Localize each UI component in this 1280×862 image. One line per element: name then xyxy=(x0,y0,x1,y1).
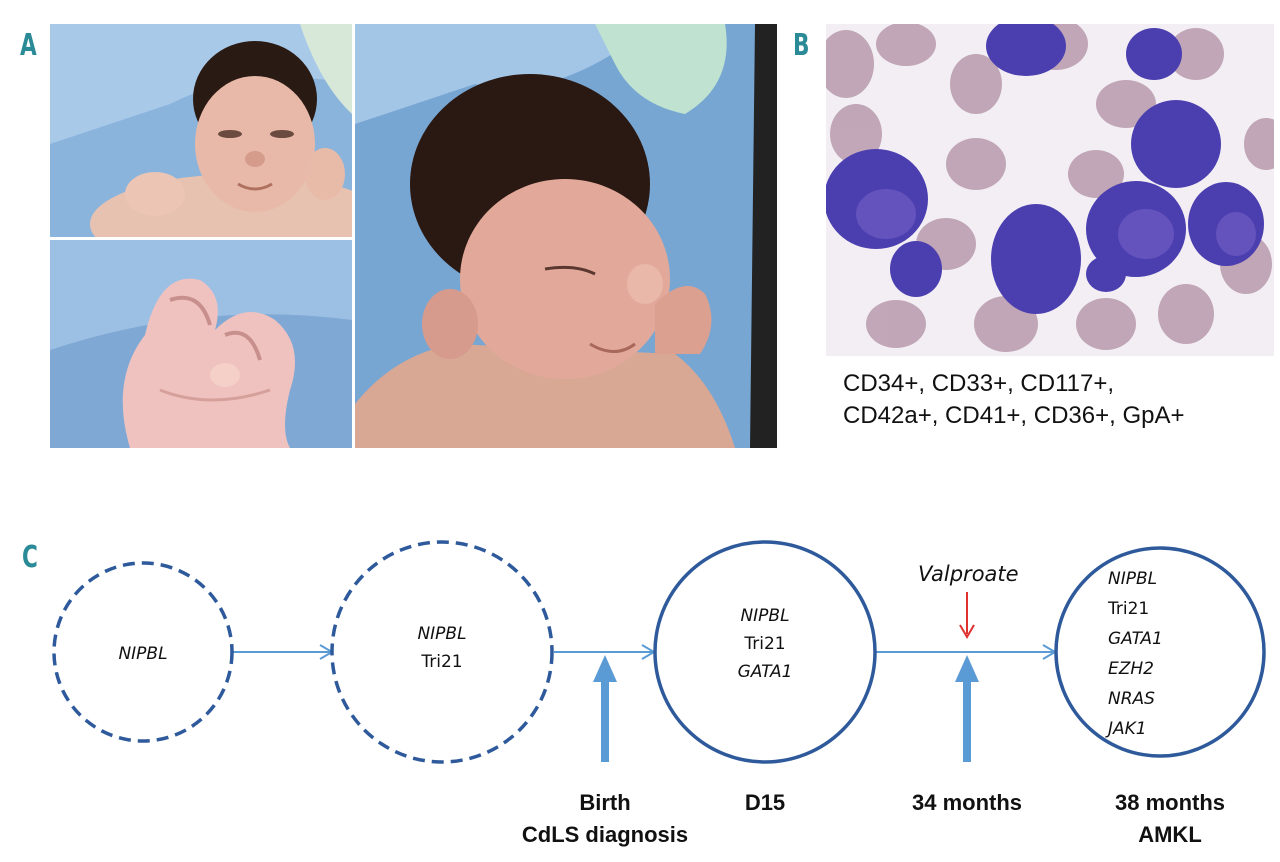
gene-label: EZH2 xyxy=(1108,659,1154,679)
stage-4-genes: NIPBL Tri21 GATA1 EZH2 NRAS JAK1 xyxy=(1108,564,1188,744)
infant-hand-photo xyxy=(50,240,352,448)
gene-label: GATA1 xyxy=(737,662,793,682)
gene-label: NIPBL xyxy=(118,644,168,664)
infant-profile-photo xyxy=(355,24,777,448)
gene-label: NIPBL xyxy=(1108,569,1158,589)
bone-marrow-smear xyxy=(826,24,1274,356)
34m-arrow-shaft xyxy=(963,676,971,762)
label-d15: D15 xyxy=(744,790,786,815)
label-birth: Birth xyxy=(579,790,631,815)
panel-label-b: B xyxy=(793,28,810,63)
label-38-months: 38 months xyxy=(1114,790,1226,815)
immunophenotype-line-2: CD42a+, CD41+, CD36+, GpA+ xyxy=(843,402,1185,429)
stage-2-genes: NIPBL Tri21 xyxy=(382,620,502,676)
circle-stage-1 xyxy=(52,561,234,743)
infant-face-photo xyxy=(50,24,352,237)
immunophenotype-line-1: CD34+, CD33+, CD117+, xyxy=(843,370,1115,397)
stage-1-genes: NIPBL xyxy=(83,640,203,668)
gene-label: NIPBL xyxy=(740,606,790,626)
circle-stage-3 xyxy=(653,540,877,764)
34m-arrow-head xyxy=(955,655,979,682)
valproate-label: Valproate xyxy=(918,562,1019,586)
circle-stage-4 xyxy=(1054,546,1266,758)
gene-label: GATA1 xyxy=(1108,629,1163,649)
birth-arrow-head xyxy=(593,655,617,682)
gene-label: JAK1 xyxy=(1108,719,1147,739)
birth-arrow-shaft xyxy=(601,676,609,762)
gene-label: NIPBL xyxy=(417,624,467,644)
gene-label: Tri21 xyxy=(421,652,463,672)
gene-label: Tri21 xyxy=(1108,599,1150,619)
label-34-months: 34 months xyxy=(911,790,1023,815)
circle-stage-2 xyxy=(330,540,554,764)
stage-3-genes: NIPBL Tri21 GATA1 xyxy=(705,602,825,686)
gene-label: Tri21 xyxy=(744,634,786,654)
panel-label-a: A xyxy=(20,28,37,63)
label-amkl: AMKL xyxy=(1138,822,1202,847)
gene-label: NRAS xyxy=(1108,689,1155,709)
panel-label-c: C xyxy=(22,540,38,575)
label-cdls-diagnosis: CdLS diagnosis xyxy=(521,822,689,847)
